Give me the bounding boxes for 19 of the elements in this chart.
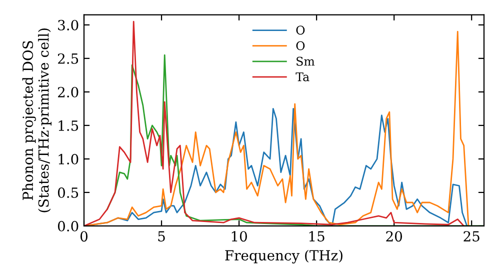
y-tick-label: 1.5 [58, 120, 78, 131]
legend-label: O [296, 41, 305, 50]
x-tick-label: 10 [232, 231, 247, 242]
y-tick-label: 2.0 [58, 86, 78, 98]
y-axis-title: Phonon projected DOS (States/THz·primitive cell) [22, 28, 52, 212]
y-tick-label: 3.0 [58, 20, 78, 30]
x-tick-label: 0 [80, 231, 88, 242]
x-tick-label: 15 [309, 231, 324, 242]
y-tick-label: 1.0 [58, 154, 78, 164]
y-tick-label: 0.0 [58, 220, 78, 232]
y-tick-label: 0.5 [58, 187, 78, 198]
x-tick-label: 20 [386, 231, 402, 242]
y-tick-label: 2.5 [58, 53, 78, 64]
x-tick-label: 25 [464, 231, 480, 242]
x-axis-title: Frequency (THz) [225, 250, 342, 264]
legend-label: Sm [296, 56, 315, 66]
legend-label: O [296, 26, 305, 35]
legend-label: Ta [296, 72, 310, 82]
x-tick-label: 5 [158, 231, 165, 242]
